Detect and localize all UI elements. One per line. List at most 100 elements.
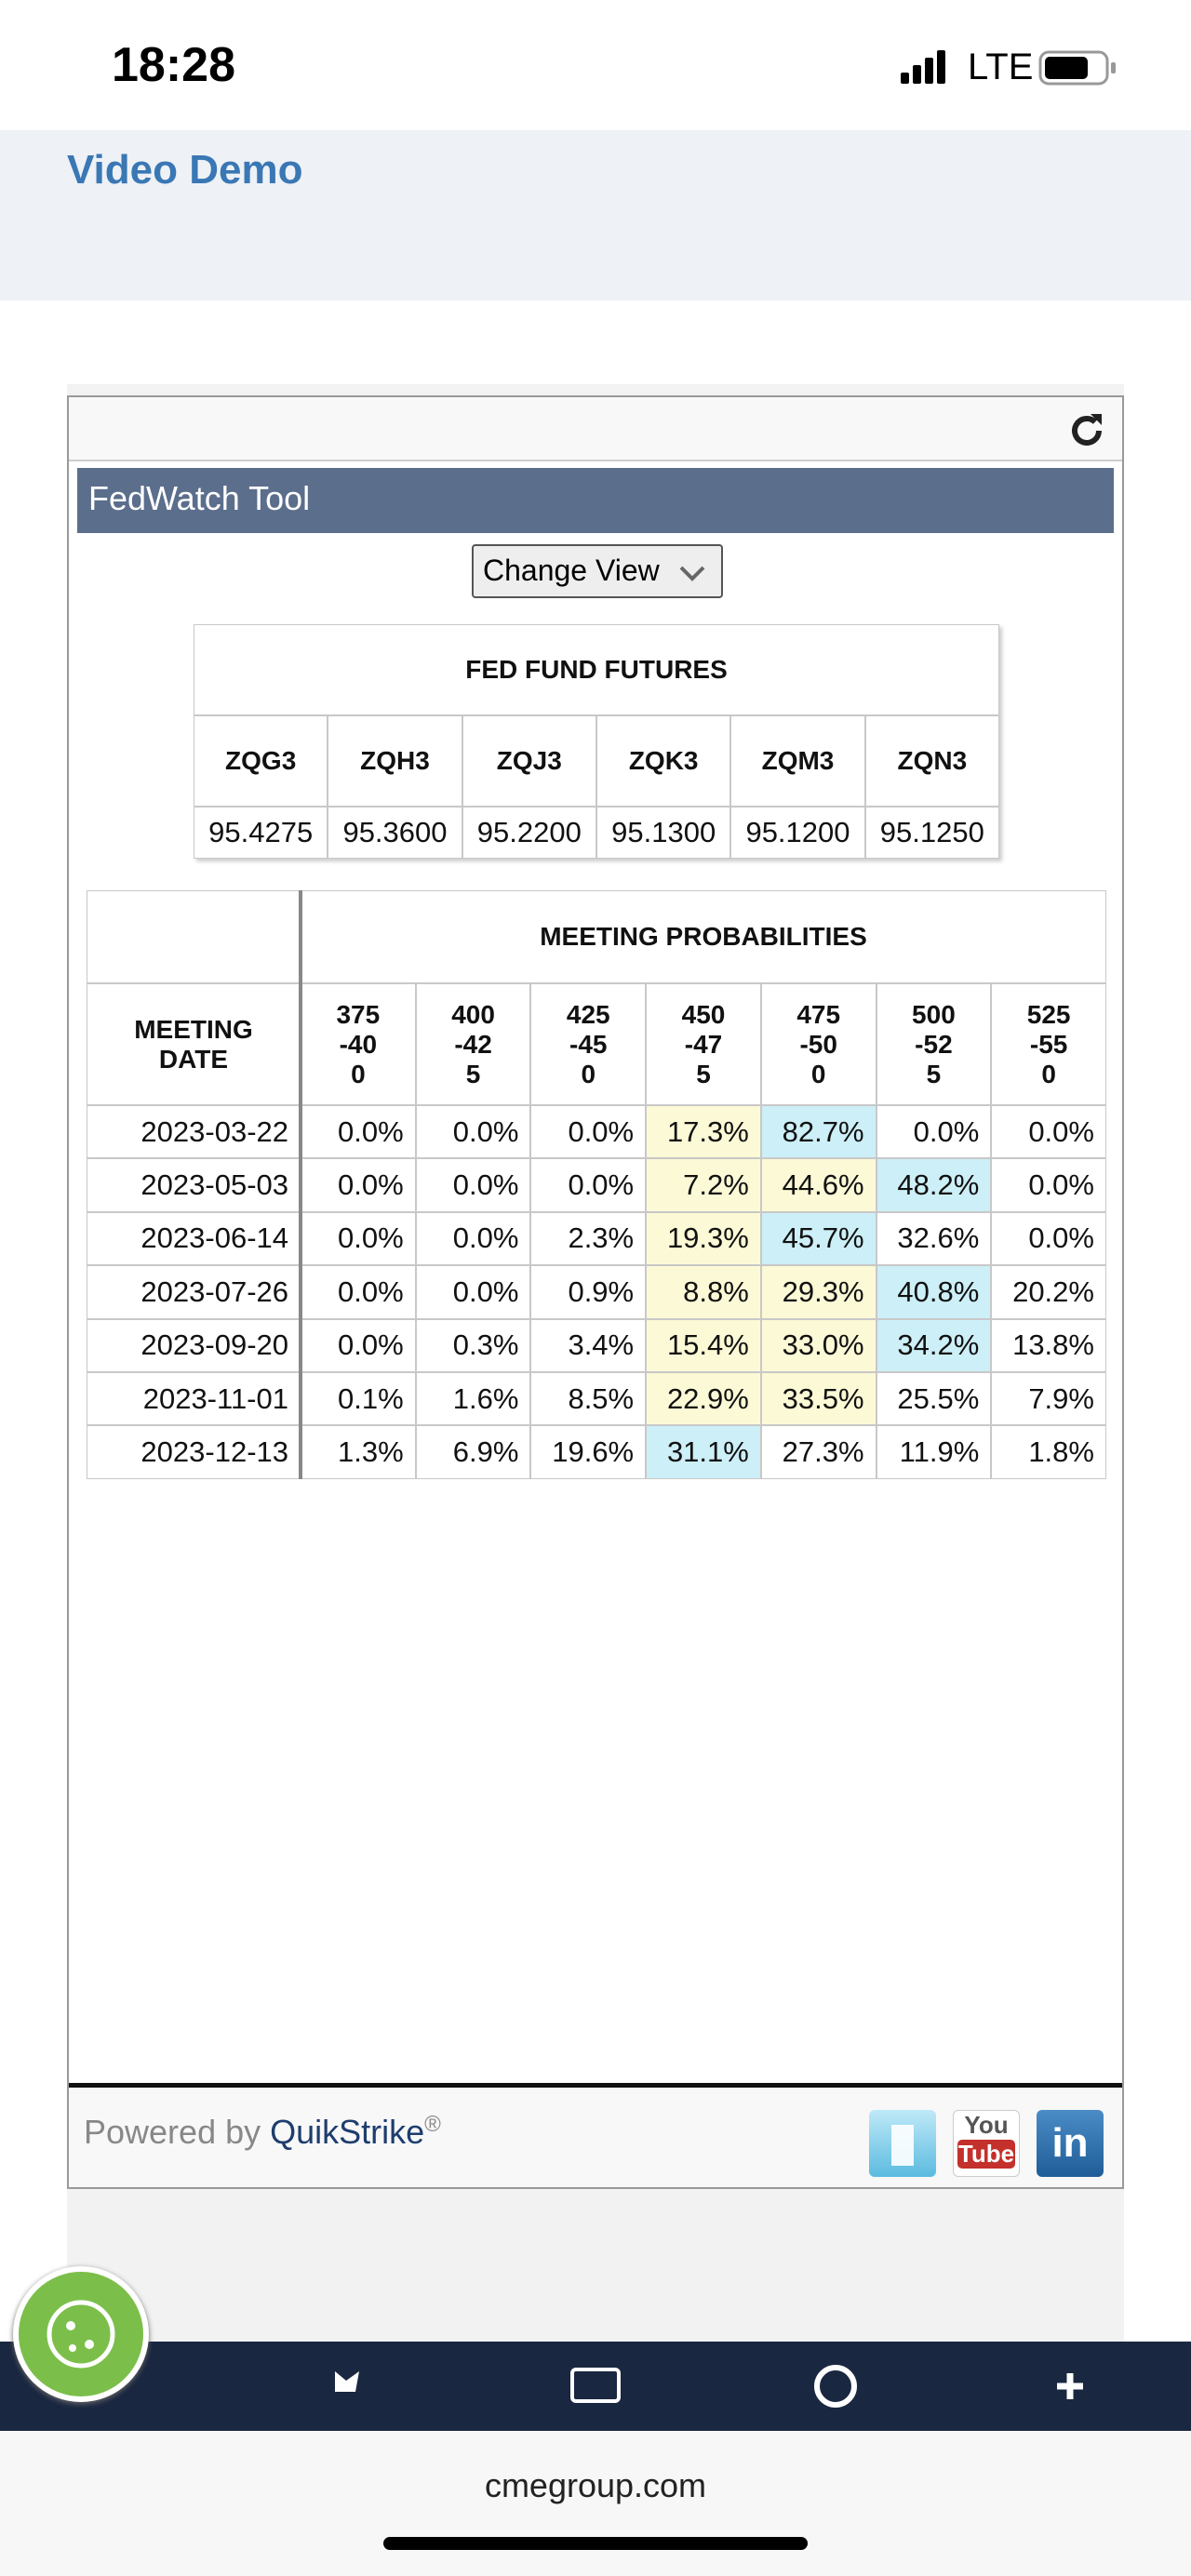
range-header: 400-425 bbox=[415, 983, 531, 1105]
video-demo-link[interactable]: Video Demo bbox=[67, 147, 303, 193]
probability: 0.0% bbox=[415, 1265, 531, 1319]
probability: 20.2% bbox=[991, 1265, 1106, 1319]
probability: 1.6% bbox=[415, 1372, 531, 1426]
powered-by-text: Powered by bbox=[84, 2113, 261, 2151]
meeting-date: 2023-03-22 bbox=[87, 1105, 301, 1159]
probability: 1.3% bbox=[301, 1425, 416, 1479]
futures-value: 95.1250 bbox=[864, 807, 999, 859]
probability: 3.4% bbox=[530, 1318, 647, 1372]
header-band: Video Demo bbox=[0, 130, 1191, 300]
probability: 0.0% bbox=[991, 1105, 1106, 1159]
probability: 0.0% bbox=[301, 1105, 416, 1159]
change-view-button[interactable]: Change View bbox=[472, 544, 723, 598]
probability: 0.0% bbox=[301, 1265, 416, 1319]
probability: 25.5% bbox=[876, 1372, 992, 1426]
meeting-date: 2023-06-14 bbox=[87, 1211, 301, 1266]
date-header-blank bbox=[87, 890, 301, 983]
yt-bottom: Tube bbox=[957, 2140, 1015, 2169]
probability: 44.6% bbox=[760, 1158, 877, 1212]
toolbar bbox=[69, 397, 1122, 461]
share-bar bbox=[0, 2342, 1191, 2431]
probability: 6.9% bbox=[415, 1425, 531, 1479]
probability: 2.3% bbox=[530, 1211, 647, 1266]
status-bar: 18:28 LTE bbox=[0, 0, 1191, 130]
futures-value: 95.2200 bbox=[462, 807, 596, 859]
probability: 22.9% bbox=[646, 1372, 761, 1426]
probability: 0.0% bbox=[991, 1211, 1106, 1266]
probability: 0.3% bbox=[415, 1318, 531, 1372]
twitter-icon[interactable] bbox=[869, 2110, 936, 2177]
probability: 27.3% bbox=[760, 1425, 877, 1479]
fedwatch-widget: FedWatch Tool Change View FED FUND FUTUR… bbox=[67, 395, 1124, 2189]
probability: 0.0% bbox=[301, 1158, 416, 1212]
meeting-date: 2023-07-26 bbox=[87, 1265, 301, 1319]
range-header: 425-450 bbox=[530, 983, 647, 1105]
futures-table: FED FUND FUTURES ZQG3 95.4275 ZQH3 95.3600 ZQ… bbox=[194, 624, 999, 859]
quikstrike-link[interactable]: QuikStrike bbox=[270, 2113, 425, 2151]
cookie-button[interactable] bbox=[13, 2266, 149, 2402]
probability: 8.5% bbox=[530, 1372, 647, 1426]
probability: 32.6% bbox=[876, 1211, 992, 1266]
battery-icon bbox=[1038, 50, 1116, 86]
probabilities-title: MEETING PROBABILITIES bbox=[301, 890, 1106, 983]
futures-column-header: ZQK3 bbox=[596, 715, 731, 807]
date-separator bbox=[299, 890, 302, 1479]
probability: 17.3% bbox=[646, 1105, 761, 1159]
probability: 82.7% bbox=[760, 1105, 877, 1159]
probability: 0.0% bbox=[301, 1211, 416, 1266]
time: 18:28 bbox=[112, 38, 235, 92]
twitter-share[interactable] bbox=[335, 2371, 359, 2392]
probability: 15.4% bbox=[646, 1318, 761, 1372]
probability: 48.2% bbox=[876, 1158, 992, 1212]
range-header: 500-525 bbox=[876, 983, 992, 1105]
refresh-button[interactable] bbox=[1066, 410, 1107, 451]
probability: 0.0% bbox=[415, 1105, 531, 1159]
yt-top: You bbox=[964, 2111, 1009, 2139]
meeting-date: 2023-05-03 bbox=[87, 1158, 301, 1212]
probability: 0.0% bbox=[991, 1158, 1106, 1212]
registered-mark: ® bbox=[424, 2112, 441, 2137]
meeting-date: 2023-12-13 bbox=[87, 1425, 301, 1479]
futures-value: 95.3600 bbox=[328, 807, 462, 859]
meeting-date: 2023-11-01 bbox=[87, 1372, 301, 1426]
home-indicator bbox=[383, 2537, 808, 2550]
widget-footer: Powered by QuikStrike® You Tube in bbox=[69, 2083, 1122, 2187]
futures-column-header: ZQH3 bbox=[328, 715, 462, 807]
youtube-icon[interactable]: You Tube bbox=[953, 2110, 1020, 2177]
cookie-icon bbox=[47, 2300, 115, 2369]
futures-value: 95.4275 bbox=[194, 807, 328, 859]
linkedin-icon[interactable]: in bbox=[1037, 2110, 1104, 2177]
probability: 0.0% bbox=[301, 1318, 416, 1372]
probability: 29.3% bbox=[760, 1265, 877, 1319]
range-header: 450-475 bbox=[646, 983, 761, 1105]
probability: 8.8% bbox=[646, 1265, 761, 1319]
email-share[interactable] bbox=[570, 2368, 621, 2403]
chevron bbox=[679, 566, 705, 581]
probability: 0.1% bbox=[301, 1372, 416, 1426]
futures-value: 95.1300 bbox=[596, 807, 731, 859]
futures-title: FED FUND FUTURES bbox=[194, 624, 999, 715]
probability: 1.8% bbox=[991, 1425, 1106, 1479]
futures-value: 95.1200 bbox=[730, 807, 865, 859]
probability: 0.0% bbox=[876, 1105, 992, 1159]
futures-column-header: ZQG3 bbox=[194, 715, 328, 807]
probability: 45.7% bbox=[760, 1211, 877, 1266]
more-share[interactable] bbox=[1057, 2373, 1083, 2399]
t-glyph bbox=[891, 2125, 914, 2166]
probability: 34.2% bbox=[876, 1318, 992, 1372]
meeting-date: 2023-09-20 bbox=[87, 1318, 301, 1372]
url[interactable]: cmegroup.com bbox=[484, 2466, 707, 2504]
widget-title: FedWatch Tool bbox=[77, 468, 1114, 533]
powered-by: Powered by QuikStrike® bbox=[84, 2112, 441, 2152]
probabilities-table: MEETING PROBABILITIES MEETING DATE 375-400… bbox=[87, 890, 1106, 1480]
probability: 7.9% bbox=[991, 1372, 1106, 1426]
network: LTE bbox=[968, 47, 1034, 87]
share-icons bbox=[335, 2365, 1083, 2408]
signal-icon bbox=[901, 50, 945, 84]
probability: 0.0% bbox=[530, 1158, 647, 1212]
futures-column-header: ZQM3 bbox=[730, 715, 865, 807]
range-header: 375-400 bbox=[301, 983, 416, 1105]
probability: 0.0% bbox=[415, 1158, 531, 1212]
pinterest-share[interactable] bbox=[814, 2365, 857, 2408]
probability: 0.0% bbox=[530, 1105, 647, 1159]
